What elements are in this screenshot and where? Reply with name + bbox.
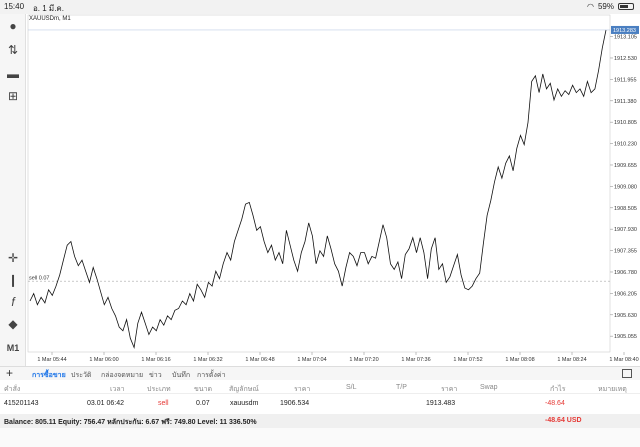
toolbox-tabs: + การซื้อขาย ประวัติ กล่องจดหมาย ข่าว บั… <box>0 366 640 380</box>
x-tick-label: 1 Mar 07:20 <box>349 357 378 363</box>
header-profit: กำไร <box>550 386 566 393</box>
x-tick-label: 1 Mar 05:44 <box>37 357 66 363</box>
x-tick-label: 1 Mar 08:24 <box>557 357 586 363</box>
y-tick-label: 1911.380 <box>614 99 637 105</box>
x-tick-label: 1 Mar 08:40 <box>609 357 638 363</box>
balance-bar: Balance: 805.11 Equity: 756.47 หลักประกั… <box>0 414 640 428</box>
total-profit: -48.64 USD <box>545 417 582 424</box>
status-time: 15:40 <box>4 2 25 11</box>
x-tick-label: 1 Mar 06:16 <box>141 357 170 363</box>
chart-canvas[interactable]: 1913.105 1912.530 1911.955 1911.380 1910.805… <box>26 14 640 366</box>
status-date: อ. 1 มี.ค. <box>33 4 64 13</box>
y-tick-label: 1911.955 <box>614 77 637 83</box>
price-line <box>29 29 607 349</box>
battery-icon <box>618 3 634 10</box>
row-symbol: xauusdm <box>230 400 259 407</box>
indicators-icon[interactable]: f <box>11 295 15 309</box>
header-volume: ขนาด <box>194 386 213 393</box>
y-tick-label: 1912.530 <box>614 56 637 62</box>
left-toolbar: ● ⇅ ▬ ⊞ ✛ ❙ f ◆ M1 <box>0 14 26 366</box>
header-sl: S/L <box>346 384 357 391</box>
footer-area <box>0 428 640 447</box>
x-tick-label: 1 Mar 07:52 <box>453 357 482 363</box>
y-tick-label: 1913.105 <box>614 35 637 41</box>
sell-level-label: sell 0.07 <box>29 276 50 282</box>
row-current-price: 1913.483 <box>426 400 456 407</box>
current-price-tag <box>611 25 639 34</box>
header-tp: T/P <box>396 384 407 391</box>
y-tick-label: 1908.505 <box>614 206 637 212</box>
row-type: sell <box>158 400 169 407</box>
table-row[interactable]: 415201143 03.01 06:42 sell 0.07 xauusdm … <box>0 397 640 410</box>
tab-mailbox[interactable]: กล่องจดหมาย <box>101 372 144 379</box>
y-tick-label: 1907.355 <box>614 249 637 255</box>
new-order-icon[interactable]: ⊞ <box>7 89 19 103</box>
price-chart[interactable]: 1913.105 1912.530 1911.955 1911.380 1910.805… <box>26 14 640 366</box>
header-time: เวลา <box>110 386 125 393</box>
candles-icon[interactable]: ❙ <box>7 273 19 287</box>
chat-icon[interactable]: ▬ <box>7 67 19 81</box>
status-bar: 15:40 อ. 1 มี.ค. ◠ 59% <box>0 0 640 14</box>
x-tick-label: 1 Mar 06:00 <box>89 357 118 363</box>
x-tick-label: 1 Mar 06:32 <box>193 357 222 363</box>
y-tick-label: 1906.780 <box>614 270 637 276</box>
x-tick-label: 1 Mar 08:08 <box>505 357 534 363</box>
row-order: 415201143 <box>4 400 39 407</box>
add-icon[interactable]: + <box>6 366 14 380</box>
columns-config-icon[interactable] <box>622 369 632 378</box>
header-type: ประเภท <box>147 386 171 393</box>
trade-arrows-icon[interactable]: ⇅ <box>7 43 19 57</box>
battery-percent: 59% <box>597 2 614 11</box>
table-header: คำสั่ง เวลา ประเภท ขนาด สัญลักษณ์ ราคา S… <box>0 381 640 394</box>
y-tick-label: 1909.080 <box>614 184 637 190</box>
y-tick-label: 1905.630 <box>614 313 637 319</box>
row-price: 1906.534 <box>280 400 310 407</box>
tab-news[interactable]: ข่าว <box>149 372 162 379</box>
x-tick-label: 1 Mar 07:36 <box>401 357 430 363</box>
row-time: 03.01 06:42 <box>87 400 124 407</box>
status-right: ◠ 59% <box>587 2 634 11</box>
account-icon[interactable]: ● <box>9 19 17 33</box>
balance-text: Balance: 805.11 Equity: 756.47 หลักประกั… <box>4 419 257 426</box>
y-tick-label: 1910.230 <box>614 142 637 148</box>
y-tick-label: 1906.205 <box>614 291 637 297</box>
crosshair-icon[interactable]: ✛ <box>7 251 19 265</box>
y-tick-label: 1907.930 <box>614 227 637 233</box>
header-swap: Swap <box>480 384 498 391</box>
header-current-price: ราคา <box>441 386 458 393</box>
plot-frame <box>27 14 611 353</box>
header-order: คำสั่ง <box>4 386 21 393</box>
y-tick-label: 1910.805 <box>614 120 637 126</box>
objects-icon[interactable]: ◆ <box>8 317 18 331</box>
y-tick-label: 1909.655 <box>614 163 637 169</box>
tab-journal[interactable]: บันทึก <box>172 372 191 379</box>
chart-symbol-label: XAUUSDm, M1 <box>29 16 71 22</box>
current-price-label: 1913.283 <box>613 28 636 34</box>
x-tick-label: 1 Mar 06:48 <box>245 357 274 363</box>
row-profit: -48.64 <box>545 400 565 407</box>
x-tick-label: 1 Mar 07:04 <box>297 357 326 363</box>
tab-history[interactable]: ประวัติ <box>71 372 92 379</box>
y-tick-label: 1905.055 <box>614 334 637 340</box>
tab-settings[interactable]: การตั้งค่า <box>197 372 226 379</box>
header-price: ราคา <box>294 386 311 393</box>
header-symbol: สัญลักษณ์ <box>229 386 259 393</box>
timeframe-button[interactable]: M1 <box>6 343 20 353</box>
row-volume: 0.07 <box>196 400 210 407</box>
wifi-icon: ◠ <box>587 2 594 11</box>
tab-trade[interactable]: การซื้อขาย <box>32 372 66 379</box>
header-comment: หมายเหตุ <box>598 386 627 393</box>
